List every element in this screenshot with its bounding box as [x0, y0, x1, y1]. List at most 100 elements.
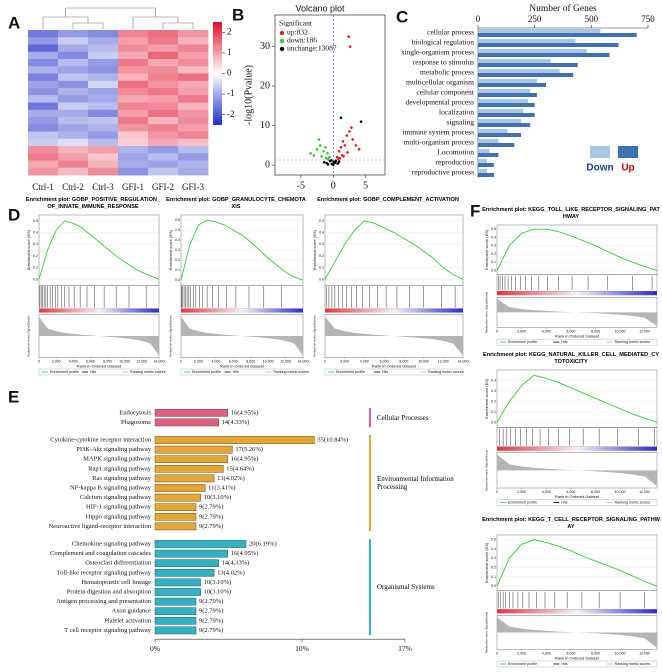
group-label-box: Environmental Information Processing [377, 475, 454, 491]
y-tick-label: 0.0 [319, 277, 324, 281]
rank-gradient [497, 291, 657, 296]
heatmap-cell [118, 80, 149, 89]
heatmap-cell [58, 117, 89, 125]
point [334, 159, 338, 163]
category-label: Protein digestion and absorption [67, 588, 152, 595]
category-label: cellular component [416, 88, 475, 97]
hits-frame [496, 590, 658, 610]
x-tick-label: 10,000 [418, 359, 429, 363]
heatmap-cell [88, 95, 119, 103]
heatmap-cell [58, 146, 89, 154]
x-tick-label: 4,000 [69, 359, 78, 363]
gsea-title-box: Enrichment plot: GOBP_POSITIVE_REGULATIO… [25, 197, 161, 210]
rank-gradient [497, 446, 657, 451]
bar [478, 39, 576, 43]
x-tick-label: 8,000 [591, 651, 600, 655]
x-tick-label: 2,000 [340, 359, 349, 363]
legend-label: Ranking metric scores [130, 370, 166, 374]
point [337, 157, 340, 161]
heatmap-cell [148, 124, 179, 132]
x-tick-label: 4,000 [542, 330, 551, 334]
bar [154, 549, 228, 558]
heatmap-cell [58, 131, 89, 140]
heatmap-cell [118, 124, 149, 132]
point [339, 146, 343, 149]
y-tick-label: 0.5 [319, 219, 324, 223]
bar [154, 569, 215, 577]
point [347, 35, 351, 39]
column-label: Ctrl-2 [62, 182, 84, 192]
heatmap-cell [58, 73, 89, 82]
category-label: Platelet activation [104, 617, 151, 624]
heatmap-cell [178, 51, 209, 60]
heatmap-cell [58, 88, 89, 96]
heatmap-cell [178, 153, 209, 161]
y-tick-label: 0.2 [33, 254, 38, 258]
bar [154, 540, 247, 548]
heatmap-cell [178, 95, 209, 103]
category-label: Chemokine signaling pathway [72, 540, 152, 547]
x-axis-label: Rank in Ordered Dataset [555, 334, 600, 339]
bar [478, 109, 524, 113]
heatmap-cell [148, 66, 179, 74]
y-axis-label: Enrichment score (ES) [26, 229, 31, 270]
column-label: Ctrl-3 [92, 182, 114, 192]
x-axis-label: Rank in Ordered Dataset [372, 364, 417, 369]
bar [154, 474, 215, 483]
y-tick-label: 0.2 [491, 566, 496, 570]
heatmap-cell [28, 44, 59, 53]
heatmap-cell [148, 30, 179, 38]
gsea-title: Enrichment plot: KEGG_TOLL_LIKE_RECEPTOR… [482, 207, 660, 220]
x-tick-label: 0 [496, 490, 498, 494]
heatmap-cell [88, 117, 119, 125]
heatmap-cell [178, 73, 209, 82]
heatmap-cell [58, 138, 89, 147]
category-label: Rap1 signaling pathway [88, 465, 152, 472]
bar [478, 29, 601, 33]
heatmap-cell [178, 102, 209, 111]
point [329, 159, 333, 162]
heatmap-cell [88, 59, 119, 67]
heatmap-cell [118, 138, 149, 147]
point [348, 45, 352, 48]
point [354, 144, 358, 147]
legend-label: Ranking metric scores [273, 370, 309, 374]
chart-title: Volcano plot [295, 3, 345, 13]
bar [154, 465, 224, 473]
value-label: 9(2.79%) [199, 598, 223, 605]
bar [478, 119, 522, 123]
plot-frame [496, 224, 658, 275]
heatmap-cell [118, 30, 149, 38]
heatmap-cell [88, 160, 119, 169]
heatmap-cell [118, 95, 149, 103]
bar [478, 93, 537, 97]
bar [154, 455, 228, 464]
x-tick-label: 14,000 [298, 359, 309, 363]
heatmap-cell [28, 59, 59, 67]
category-label: immune system process [402, 128, 474, 137]
value-label: 13(4.02%) [217, 475, 245, 482]
heatmap-cell [88, 80, 119, 89]
legend-frame [496, 499, 658, 506]
heatmap-cell [118, 160, 149, 169]
heatmap-cell [178, 131, 209, 140]
category-label: developmental process [405, 98, 474, 107]
y-tick-label: 0.4 [491, 235, 496, 239]
legend-label: Hits [90, 370, 96, 374]
heatmap-cell [28, 73, 59, 82]
group-label: Cellular Processes [377, 413, 429, 422]
heatmap-cell [178, 37, 209, 45]
legend-frame [496, 338, 658, 346]
legend-label: Ranking metric scores [615, 500, 651, 504]
value-label: 11(3.41%) [208, 484, 235, 491]
point [337, 149, 341, 153]
category-label: Hematopoietic cell lineage [81, 579, 151, 586]
gsea-title: Enrichment plot: GOBP_POSITIVE_REGULATIO… [25, 197, 161, 210]
panel-letter: B [232, 5, 244, 24]
heatmap-cell [148, 44, 179, 53]
category-label: Hippo signaling pathway [86, 513, 152, 520]
heatmap-cell [178, 109, 209, 118]
heatmap-cell [88, 102, 119, 111]
metric-area [181, 316, 303, 356]
